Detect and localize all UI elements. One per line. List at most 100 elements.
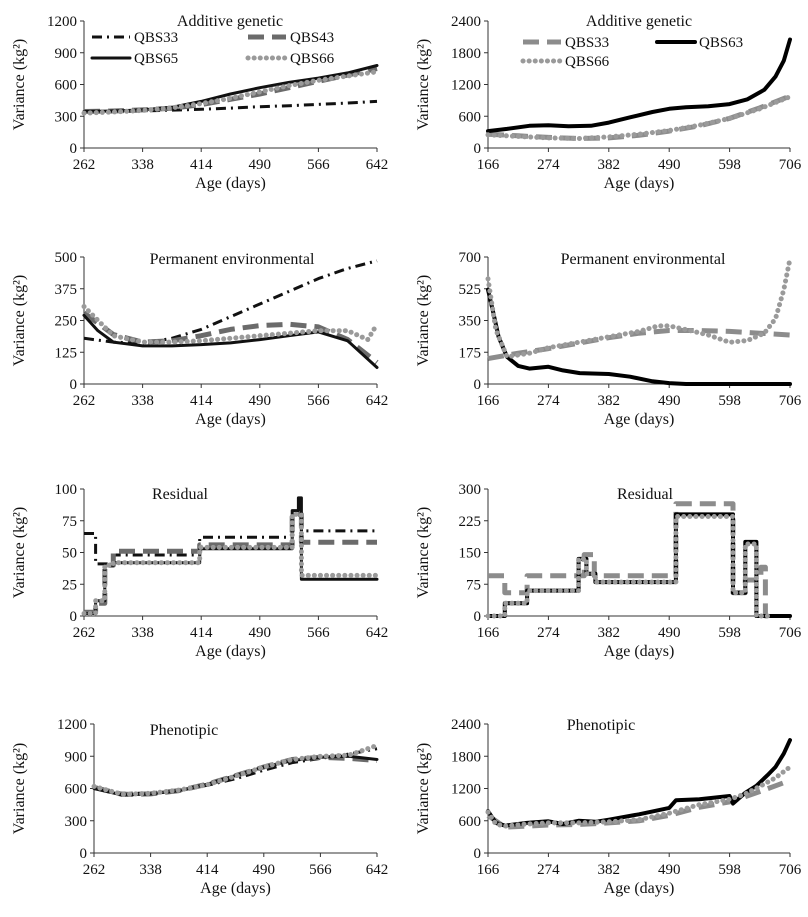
y-tick-label: 700 — [459, 250, 482, 266]
x-tick-label: 262 — [83, 862, 106, 878]
y-tick-label: 600 — [459, 814, 482, 830]
x-axis-title: Age (days) — [195, 411, 266, 428]
legend-label-qbs33: QBS33 — [565, 35, 609, 51]
x-tick-label: 566 — [307, 393, 330, 409]
x-tick-label: 382 — [598, 393, 621, 409]
legend: QBS33 QBS43 QBS65 QBS66 — [90, 30, 335, 67]
chart-panel-p8: 0 600 1200 1800 2400 166 274 382 490 598 706 Age (d… — [415, 717, 802, 897]
series-line-qbs65 — [82, 496, 379, 615]
series-line-qbs66 — [485, 256, 793, 360]
x-tick-label: 642 — [366, 157, 389, 173]
x-axis-title: Age (days) — [195, 643, 266, 660]
x-tick-label: 706 — [779, 862, 802, 878]
legend-label-qbs63: QBS63 — [699, 35, 743, 51]
x-tick-label: 642 — [366, 393, 389, 409]
x-tick-label: 382 — [598, 862, 621, 878]
x-tick-label: 642 — [366, 862, 389, 878]
legend-label-qbs66: QBS66 — [290, 51, 335, 67]
y-tick-label: 500 — [55, 250, 78, 266]
chart-panel-p7: 0 300 600 900 1200 262 338 414 490 566 642 Age (day… — [11, 717, 388, 897]
y-tick-label: 300 — [65, 814, 88, 830]
legend-label-qbs33: QBS33 — [134, 30, 178, 46]
series-line-qbs33 — [487, 328, 791, 362]
y-tick-label: 1200 — [451, 782, 481, 798]
chart-panel-p5: 0 25 50 75 100 262 338 414 490 566 642 Age (days) Va… — [11, 482, 388, 660]
x-tick-label: 338 — [131, 157, 154, 173]
x-tick-label: 490 — [658, 393, 681, 409]
x-tick-label: 338 — [131, 625, 154, 641]
y-tick-label: 0 — [70, 609, 78, 625]
x-tick-label: 166 — [477, 157, 500, 173]
x-tick-label: 166 — [477, 862, 500, 878]
legend-label-qbs65: QBS65 — [134, 51, 178, 67]
x-tick-label: 490 — [253, 862, 276, 878]
panel-title: Permanent environmental — [561, 251, 726, 268]
y-tick-label: 125 — [55, 345, 78, 361]
x-tick-label: 262 — [73, 157, 96, 173]
x-tick-label: 706 — [779, 625, 802, 641]
series-line-qbs33 — [83, 259, 378, 345]
y-tick-label: 225 — [459, 514, 482, 530]
y-tick-label: 600 — [55, 78, 78, 94]
y-tick-label: 175 — [459, 345, 482, 361]
series-line-qbs66 — [81, 511, 380, 616]
y-tick-label: 1800 — [451, 46, 481, 62]
x-tick-label: 566 — [307, 157, 330, 173]
y-tick-label: 525 — [459, 282, 482, 298]
x-tick-label: 166 — [477, 393, 500, 409]
x-tick-label: 338 — [131, 393, 154, 409]
legend: QBS33 QBS63 QBS66 — [520, 35, 743, 70]
x-tick-label: 566 — [307, 625, 330, 641]
y-tick-label: 375 — [55, 282, 78, 298]
y-tick-label: 0 — [80, 846, 88, 862]
series-line-qbs66 — [81, 69, 380, 116]
panel-title: Phenotipic — [567, 717, 635, 734]
y-tick-label: 0 — [474, 377, 482, 393]
x-tick-label: 490 — [249, 157, 272, 173]
y-tick-label: 2400 — [451, 717, 481, 733]
y-tick-label: 2400 — [451, 14, 481, 30]
series-line-qbs66 — [81, 304, 380, 345]
y-axis-title: Variance (kg²) — [11, 507, 28, 598]
y-tick-label: 250 — [55, 314, 78, 330]
x-tick-label: 490 — [658, 625, 681, 641]
chart-panel-p3: 0 125 250 375 500 262 338 414 490 566 642 Age (days… — [11, 250, 388, 428]
y-tick-label: 300 — [55, 109, 78, 125]
x-tick-label: 598 — [718, 862, 741, 878]
x-tick-label: 414 — [190, 157, 213, 173]
x-axis-title: Age (days) — [195, 175, 266, 192]
x-tick-label: 382 — [598, 157, 621, 173]
y-tick-label: 1200 — [451, 78, 481, 94]
panel-title: Phenotipic — [150, 722, 218, 739]
series-line-qbs66 — [485, 94, 793, 141]
y-tick-label: 600 — [65, 782, 88, 798]
x-tick-label: 414 — [196, 862, 219, 878]
legend-label-qbs66: QBS66 — [565, 54, 610, 70]
x-tick-label: 490 — [658, 157, 681, 173]
y-tick-label: 25 — [62, 577, 77, 593]
x-tick-label: 274 — [537, 862, 560, 878]
y-tick-label: 1200 — [57, 717, 87, 733]
x-tick-label: 262 — [73, 625, 96, 641]
y-axis-title: Variance (kg²) — [415, 275, 432, 366]
x-tick-label: 706 — [779, 393, 802, 409]
panel-title: Residual — [152, 486, 209, 503]
chart-panel-p6: 0 75 150 225 300 166 274 382 490 598 706 Age (days)… — [415, 482, 802, 660]
series-line-qbs65 — [82, 313, 379, 369]
y-tick-label: 900 — [65, 749, 88, 765]
y-tick-label: 0 — [474, 141, 482, 157]
y-tick-label: 150 — [459, 546, 482, 562]
x-tick-label: 382 — [598, 625, 621, 641]
x-axis-title: Age (days) — [604, 411, 675, 428]
x-axis-title: Age (days) — [604, 643, 675, 660]
series-line-qbs66 — [485, 514, 771, 619]
x-tick-label: 598 — [718, 625, 741, 641]
panel-title: Permanent environmental — [150, 251, 315, 268]
y-tick-label: 0 — [474, 609, 482, 625]
x-tick-label: 490 — [658, 862, 681, 878]
series-line-qbs63 — [486, 37, 792, 134]
y-tick-label: 75 — [466, 577, 481, 593]
x-tick-label: 262 — [73, 393, 96, 409]
panel-title: Additive genetic — [177, 13, 283, 30]
